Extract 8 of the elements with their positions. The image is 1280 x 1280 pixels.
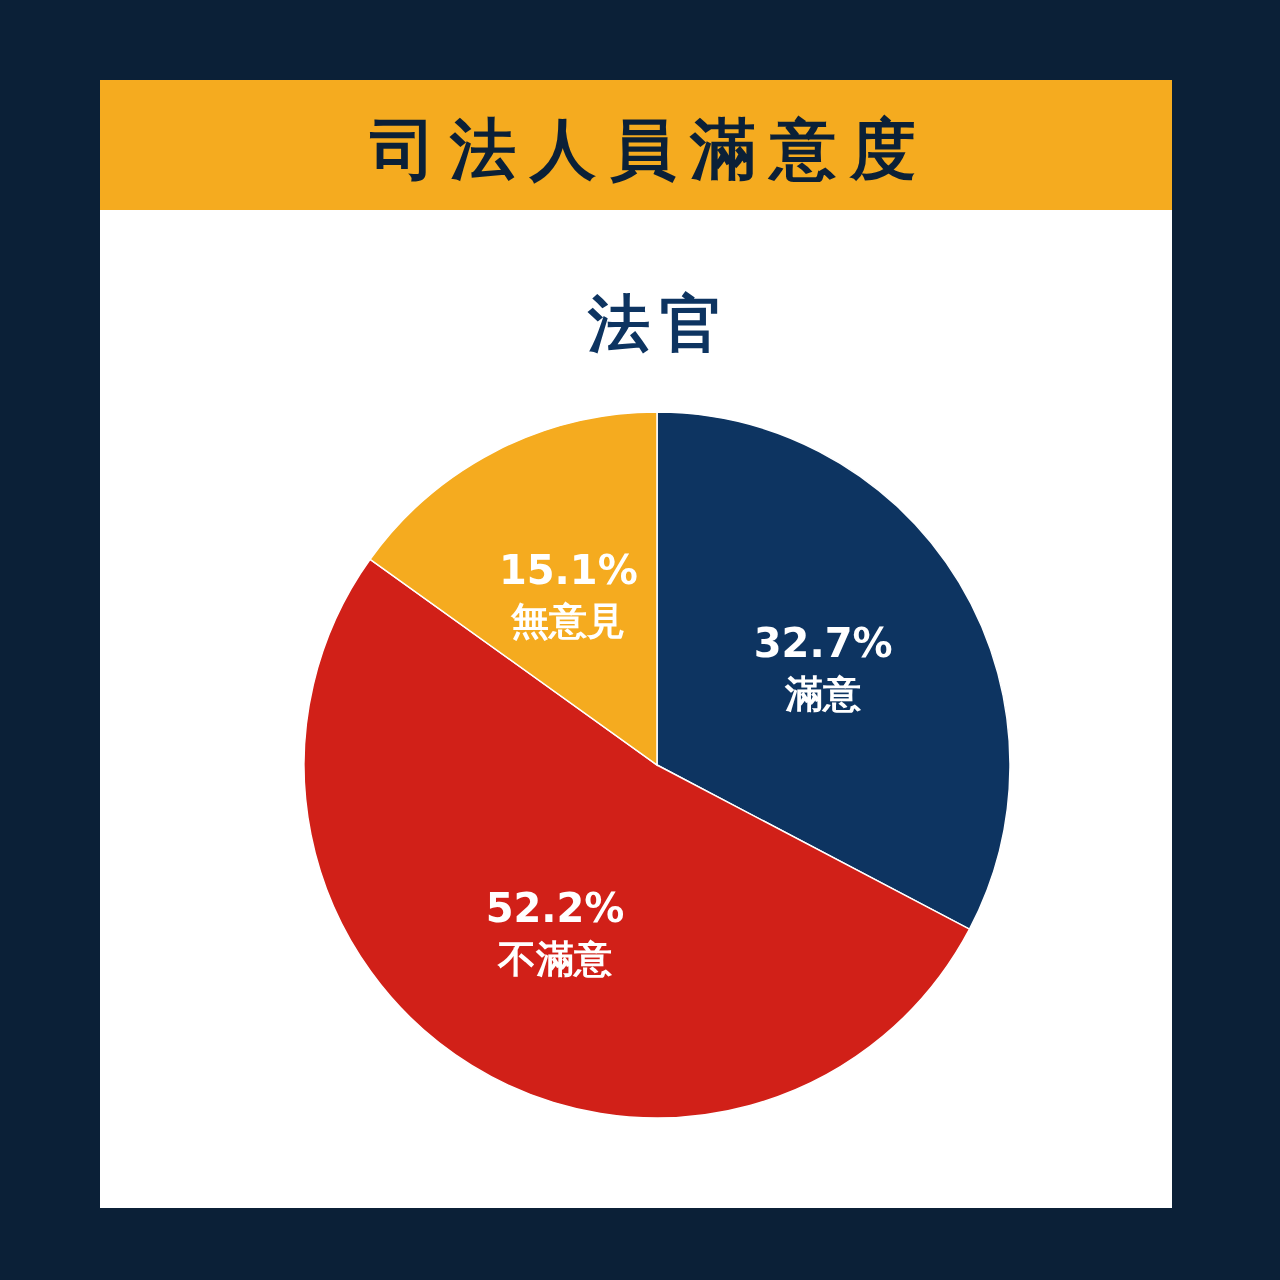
- chart-subtitle: 法官: [587, 287, 732, 360]
- data-label: 52.2%: [485, 885, 625, 932]
- chart-title: 司法人員滿意度: [369, 111, 930, 188]
- slice-label: 不滿意: [497, 937, 613, 982]
- slice-label: 滿意: [784, 671, 862, 716]
- slice-label: 無意見: [510, 599, 626, 644]
- data-label: 15.1%: [498, 547, 638, 594]
- data-label: 32.7%: [753, 619, 893, 666]
